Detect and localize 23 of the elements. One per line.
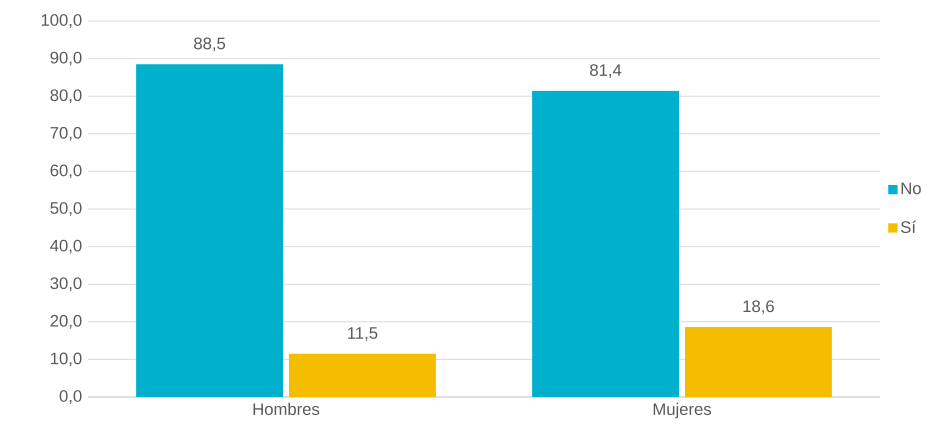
bar: [288, 354, 436, 397]
x-tick-label: Mujeres: [654, 402, 712, 418]
y-tick-label: 100,0: [42, 14, 82, 28]
y-tick-label: 50,0: [50, 202, 82, 216]
x-tick-label: Hombres: [254, 402, 320, 416]
y-tick-label: 0,0: [60, 390, 82, 404]
y-tick-label: 90,0: [50, 52, 82, 66]
data-label: 81,4: [590, 64, 622, 78]
data-label: 11,5: [348, 327, 378, 341]
y-tick-label: 40,0: [50, 240, 82, 254]
bar: [684, 327, 832, 397]
y-tick-label: 80,0: [50, 89, 82, 104]
data-label: 88,5: [194, 38, 226, 52]
data-label: 18,6: [743, 300, 774, 314]
legend-label: Sí: [900, 220, 916, 234]
y-tick-label: 60,0: [50, 164, 82, 178]
legend-label: No: [902, 182, 921, 194]
y-tick-label: 20,0: [50, 314, 82, 329]
bar: [532, 90, 680, 397]
y-tick-label: 70,0: [50, 126, 82, 141]
bar: [136, 64, 284, 397]
y-tick-label: 10,0: [51, 352, 82, 366]
y-tick-label: 30,0: [50, 277, 82, 292]
